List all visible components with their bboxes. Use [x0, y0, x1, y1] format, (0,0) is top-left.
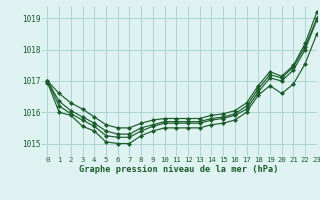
X-axis label: Graphe pression niveau de la mer (hPa): Graphe pression niveau de la mer (hPa)	[79, 165, 279, 174]
